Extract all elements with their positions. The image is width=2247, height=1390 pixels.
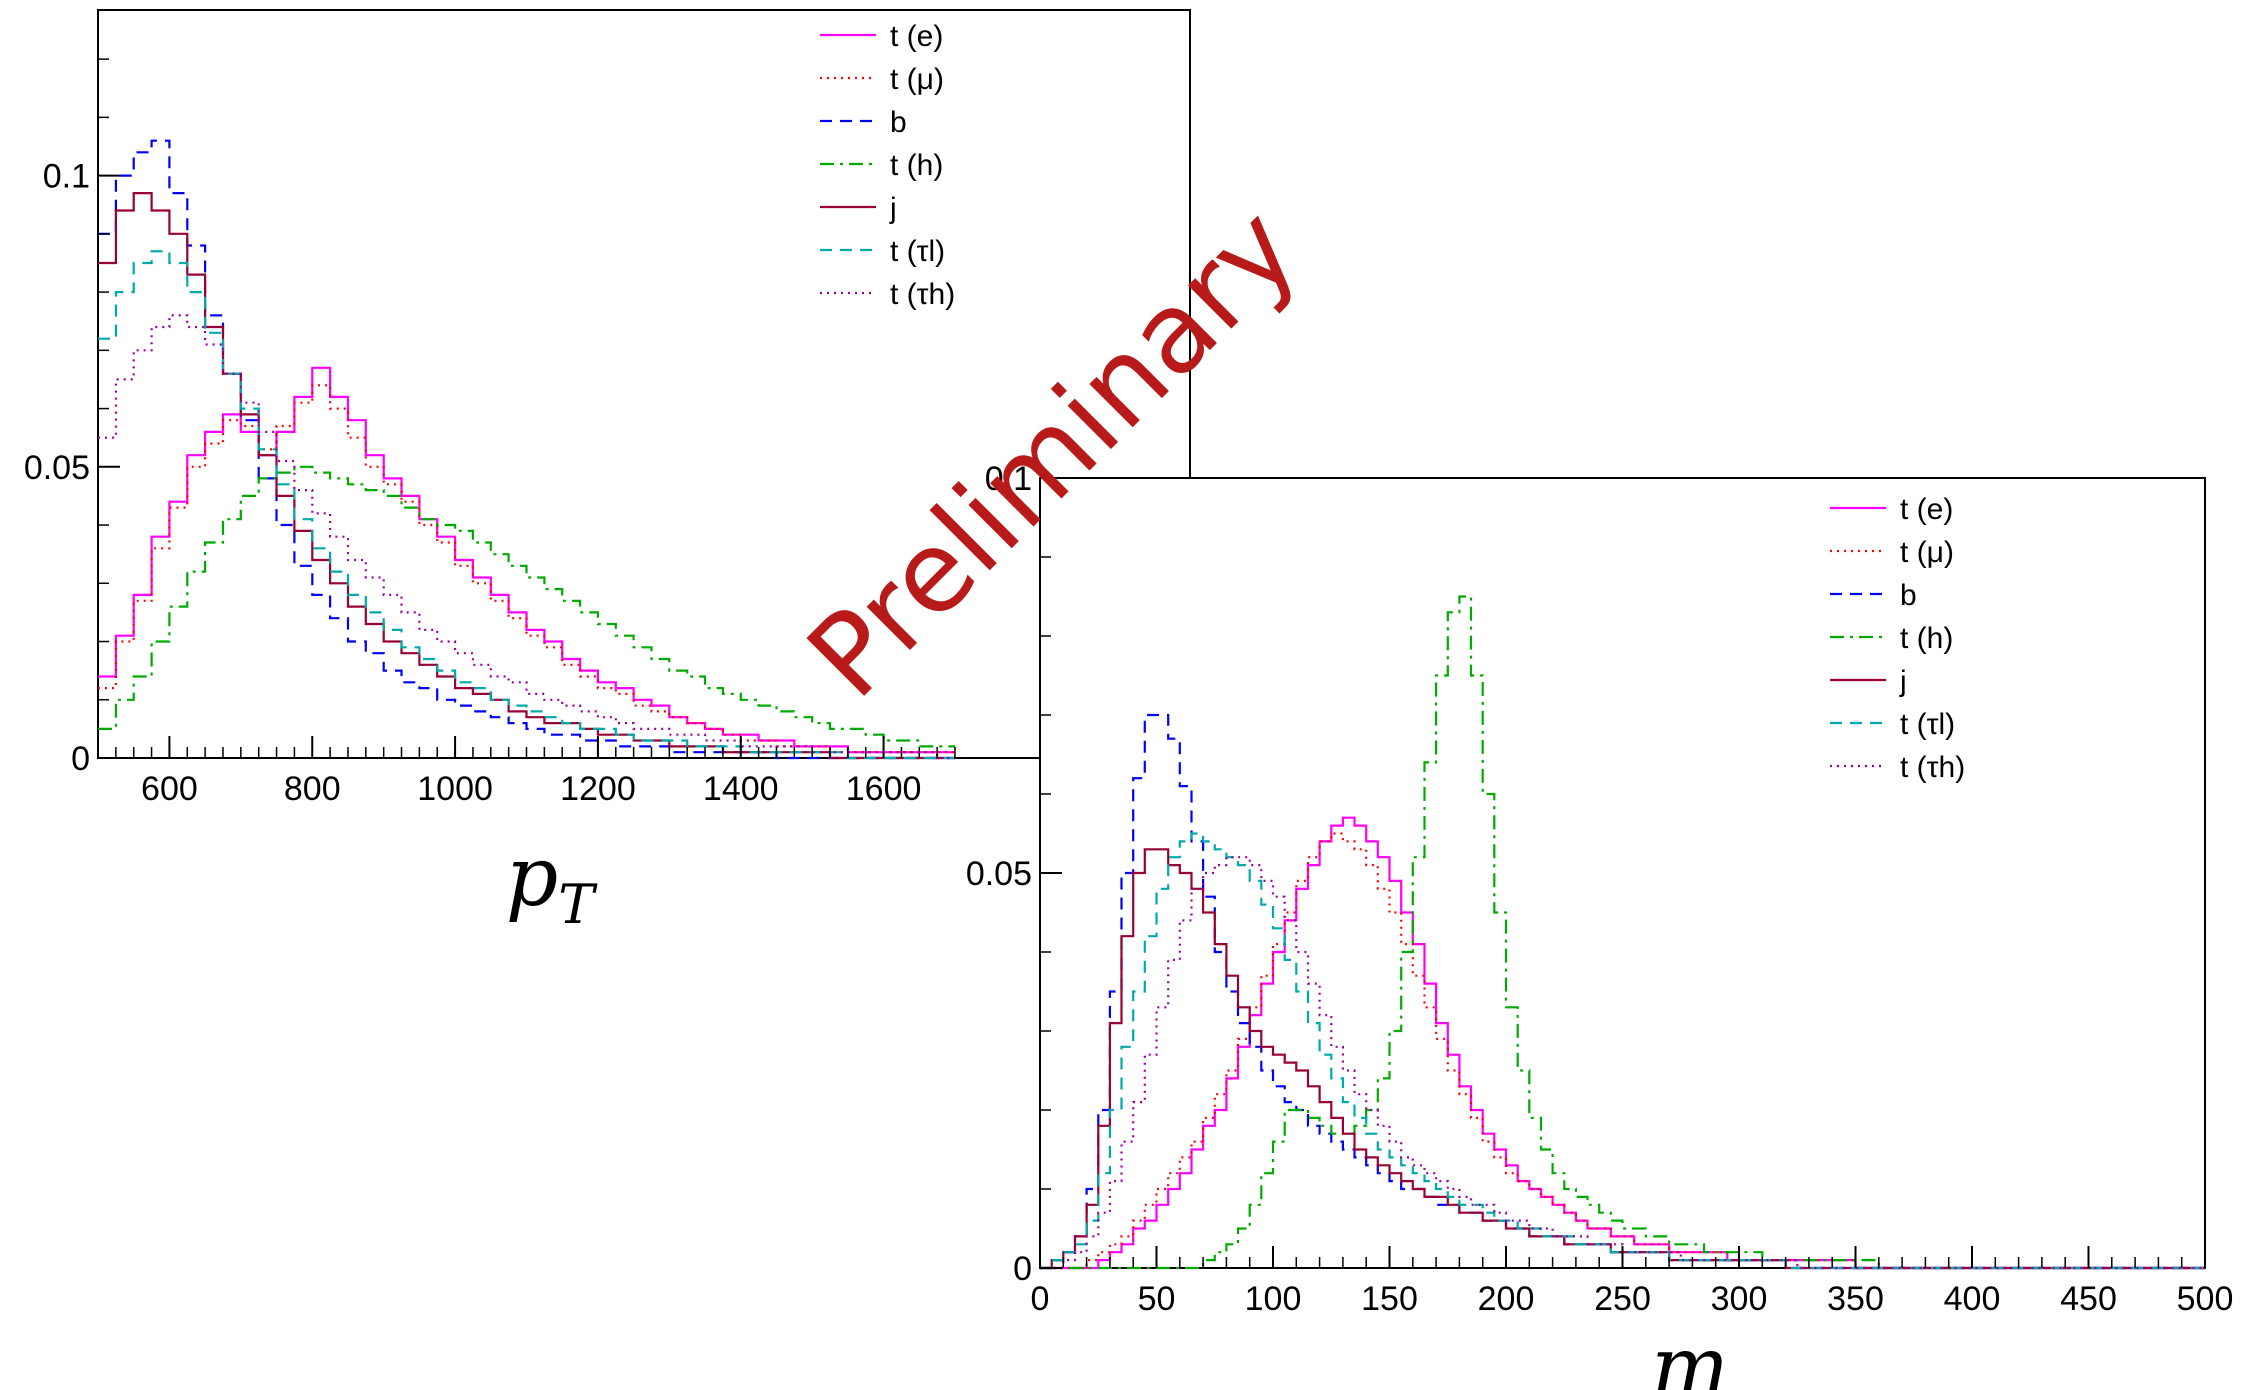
legend-entry-label: b [890,106,907,139]
legend-entry-label: t (τh) [1900,751,1965,784]
y-tick-label: 0 [71,740,90,778]
y-tick-label: 0.1 [985,460,1032,498]
x-tick-label: 1200 [560,770,636,808]
legend-entry-label: t (h) [1900,622,1953,655]
legend-entry-label: t (h) [890,149,943,182]
x-tick-label: 300 [1711,1280,1768,1318]
plot-frame [97,9,1191,759]
y-tick-label: 0.05 [24,449,90,487]
legend-entry-label: t (e) [1900,493,1953,526]
y-tick-label: 0 [1013,1250,1032,1288]
mass-histogram-panel: 0 50 100 150 200 250 300 350 400 450 500 0 0.05 0.1 t … [966,460,2234,1390]
x-tick-label: 200 [1478,1280,1535,1318]
x-tick-label: 50 [1138,1280,1176,1318]
y-tick-label: 0.05 [966,855,1032,893]
x-tick-label: 400 [1944,1280,2001,1318]
x-tick-label: 600 [141,770,198,808]
legend-entry-label: j [1899,665,1907,698]
x-tick-label: 0 [1031,1280,1050,1318]
legend: t (e) t (μ) b t (h) j t (τl) t (τh) [820,20,955,311]
x-axis-title: m [1651,1320,1729,1390]
x-tick-label: 1600 [846,770,922,808]
series-5-histogram [98,192,955,760]
x-tick-label: 100 [1245,1280,1302,1318]
legend-entry-label: t (μ) [1900,536,1954,569]
x-tick-label: 250 [1594,1280,1651,1318]
x-axis-title: pT [506,830,599,936]
x-tick-label: 1400 [703,770,779,808]
legend-entry-label: j [889,192,897,225]
legend-entry-label: t (μ) [890,63,944,96]
series-6-histogram [1040,832,2205,1270]
x-tick-label: 350 [1827,1280,1884,1318]
series-1-histogram [98,366,955,754]
series-7-histogram [1040,856,2205,1270]
legend-entry-label: t (τh) [890,278,955,311]
legend: t (e) t (μ) b t (h) j t (τl) t (τh) [1830,493,1965,784]
x-tick-label: 500 [2177,1280,2234,1318]
x-tick-label: 450 [2060,1280,2117,1318]
legend-entry-label: b [1900,579,1917,612]
pt-histogram-panel: 600 800 1000 1200 1400 1600 0 0.05 0.1 t (e) t (μ)… [24,9,1191,936]
series-7-histogram [98,314,955,760]
legend-entry-label: t (τl) [890,235,945,268]
legend-entry-label: t (e) [890,20,943,53]
series-4-histogram [98,465,955,748]
x-tick-label: 800 [284,770,341,808]
x-tick-label: 150 [1361,1280,1418,1318]
legend-entry-label: t (τl) [1900,708,1955,741]
y-tick-label: 0.1 [43,158,90,196]
plot-frame [1039,477,2206,1269]
x-tick-label: 1000 [417,770,493,808]
